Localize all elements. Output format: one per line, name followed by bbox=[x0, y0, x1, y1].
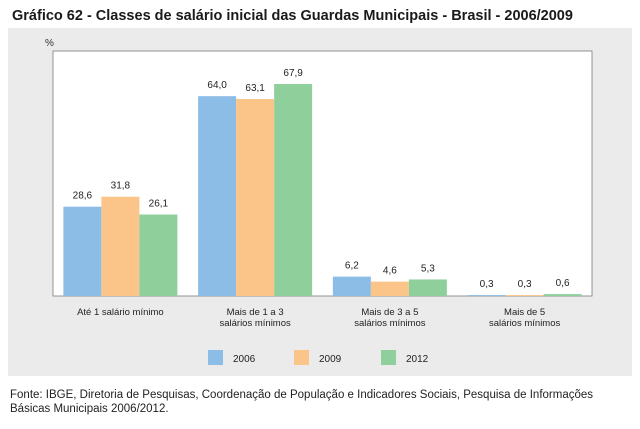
bar-2009 bbox=[101, 196, 140, 296]
bar-2012 bbox=[543, 294, 582, 296]
data-label-2012: 0,6 bbox=[556, 278, 570, 289]
data-label-2006: 6,2 bbox=[345, 261, 359, 272]
legend-swatch-2006 bbox=[208, 350, 223, 365]
data-label-2012: 5,3 bbox=[421, 263, 435, 274]
bar-2009 bbox=[505, 295, 544, 297]
data-label-2006: 64,0 bbox=[207, 80, 227, 91]
bar-2006 bbox=[198, 96, 237, 296]
bar-2009 bbox=[236, 98, 275, 296]
legend-swatch-2012 bbox=[381, 350, 396, 365]
category-label: Mais de 1 a 3 bbox=[227, 307, 284, 318]
data-label-2006: 28,6 bbox=[73, 191, 93, 202]
bar-2012 bbox=[274, 84, 313, 296]
category-label: salários mínimos bbox=[219, 318, 291, 329]
y-axis-label: % bbox=[45, 38, 54, 49]
data-label-2006: 0,3 bbox=[480, 279, 494, 290]
bar-2006 bbox=[332, 276, 371, 296]
data-label-2012: 26,1 bbox=[149, 199, 169, 210]
category-label: Mais de 3 a 5 bbox=[361, 307, 418, 318]
category-label: salários mínimos bbox=[489, 318, 561, 329]
chart-title: Gráfico 62 - Classes de salário inicial … bbox=[12, 8, 573, 24]
data-label-2009: 31,8 bbox=[111, 181, 131, 192]
chart-area: % 28,6 31,8 26,1 Até 1 salário mínimo 64,0 63,… bbox=[8, 28, 632, 376]
legend-swatch-2009 bbox=[294, 350, 309, 365]
bar-2006 bbox=[467, 295, 506, 297]
data-label-2009: 63,1 bbox=[245, 83, 265, 94]
legend-label-2009: 2009 bbox=[319, 354, 342, 365]
category-label: salários mínimos bbox=[354, 318, 426, 329]
data-label-2009: 4,6 bbox=[383, 266, 397, 277]
bar-2009 bbox=[370, 281, 409, 296]
bar-2012 bbox=[139, 214, 178, 296]
legend-label-2012: 2012 bbox=[406, 354, 429, 365]
bar-2006 bbox=[63, 206, 102, 296]
category-label: Até 1 salário mínimo bbox=[77, 307, 164, 318]
legend-label-2006: 2006 bbox=[233, 354, 256, 365]
bar-chart: % 28,6 31,8 26,1 Até 1 salário mínimo 64,0 63,… bbox=[45, 38, 593, 365]
bar-2012 bbox=[408, 279, 447, 296]
category-label: Mais de 5 bbox=[504, 307, 545, 318]
data-label-2012: 67,9 bbox=[283, 68, 303, 79]
source-note: Fonte: IBGE, Diretoria de Pesquisas, Coo… bbox=[10, 389, 594, 415]
data-label-2009: 0,3 bbox=[518, 279, 532, 290]
